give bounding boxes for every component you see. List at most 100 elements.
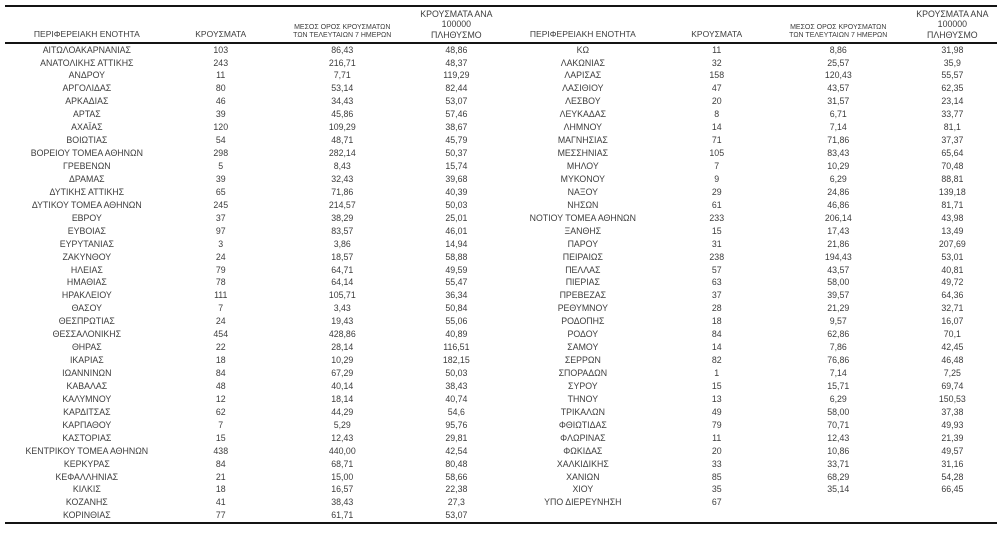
avg7-cell: 5,29 [333,419,351,430]
cases-cell: 15 [215,432,226,443]
per100k-cell: 62,35 [941,83,964,94]
table-row: ΦΩΚΙΔΑΣ 20 10,86 49,57 [501,444,997,457]
per100k-cell: 53,01 [941,251,964,262]
cases-cell: 8 [714,109,720,120]
avg7-cell: 71,86 [827,135,850,146]
avg7-cell: 15,71 [827,380,850,391]
table-row: ΙΩΑΝΝΙΝΩΝ 84 67,29 50,03 [5,367,501,380]
region-cell: ΠΕΛΛΑΣ [565,264,601,275]
avg7-cell: 64,14 [331,277,354,288]
per100k-cell: 88,81 [941,173,964,184]
per100k-cell: 16,07 [941,316,964,327]
cases-cell: 63 [711,277,722,288]
table-row: ΞΑΝΘΗΣ 15 17,43 13,49 [501,224,997,237]
cases-cell: 22 [215,342,226,353]
table-row: ΚΩ 11 8,86 31,98 [501,43,997,56]
per100k-cell: 31,16 [941,458,964,469]
avg7-cell: 19,43 [331,316,354,327]
avg7-cell: 120,43 [824,70,852,81]
column-header-per100k-line1: ΚΡΟΥΣΜΑΤΑ ΑΝΑ 100000 [916,9,989,30]
table-row: ΓΡΕΒΕΝΩΝ 5 8,43 15,74 [5,160,501,173]
region-cell: ΛΗΜΝΟΥ [563,122,602,133]
table-row: ΑΝΔΡΟΥ 11 7,71 119,29 [5,69,501,82]
table-row: ΠΡΕΒΕΖΑΣ 37 39,57 64,36 [501,289,997,302]
table-row: ΥΠΟ ΔΙΕΡΕΥΝΗΣΗ 67 [501,496,997,509]
table-row: ΦΛΩΡΙΝΑΣ 11 12,43 21,39 [501,431,997,444]
cases-cell: 103 [213,45,229,56]
region-cell: ΘΕΣΣΑΛΟΝΙΚΗΣ [52,329,122,340]
region-cell: ΤΗΝΟΥ [567,393,599,404]
avg7-cell: 9,57 [829,316,847,327]
region-cell: ΛΕΣΒΟΥ [565,96,601,107]
region-cell: ΣΕΡΡΩΝ [564,355,601,366]
table-row: ΚΟΡΙΝΘΙΑΣ 77 61,71 53,07 [5,509,501,522]
avg7-cell: 83,43 [827,148,850,159]
table-row: ΚΑΡΔΙΤΣΑΣ 62 44,29 54,6 [5,405,501,418]
table-row: ΚΕΝΤΡΙΚΟΥ ΤΟΜΕΑ ΑΘΗΝΩΝ 438 440,00 42,54 [5,444,501,457]
table-row: ΗΛΕΙΑΣ 79 64,71 49,59 [5,263,501,276]
cases-cell: 14 [711,342,722,353]
avg7-cell: 6,29 [829,393,847,404]
table-row: ΑΡΤΑΣ 39 45,86 57,46 [5,108,501,121]
region-cell: ΚΕΡΚΥΡΑΣ [63,458,110,469]
avg7-cell: 33,71 [827,458,850,469]
cases-cell: 233 [709,212,725,223]
avg7-cell: 440,00 [328,445,356,456]
per100k-cell: 25,01 [445,212,468,223]
cases-cell: 39 [215,173,226,184]
per100k-cell: 13,49 [941,225,964,236]
cases-cell: 29 [711,186,722,197]
per100k-cell: 139,18 [938,186,966,197]
region-cell: ΠΙΕΡΙΑΣ [565,277,600,288]
per100k-cell: 22,38 [445,484,468,495]
table-row: ΘΗΡΑΣ 22 28,14 116,51 [5,341,501,354]
column-header-avg7-line2: ΤΩΝ ΤΕΛΕΥΤΑΙΩΝ 7 ΗΜΕΡΩΝ [789,31,888,39]
avg7-cell: 21,29 [827,303,850,314]
table-row: ΧΑΝΙΩΝ 85 68,29 54,28 [501,470,997,483]
column-header-avg7-line1: ΜΕΣΟΣ ΟΡΟΣ ΚΡΟΥΣΜΑΤΩΝ [294,23,391,31]
region-cell: ΑΙΤΩΛΟΑΚΑΡΝΑΝΙΑΣ [42,45,131,56]
column-header-cases: ΚΡΟΥΣΜΑΤΑ [664,7,769,45]
region-cell: ΑΝΑΤΟΛΙΚΗΣ ΑΤΤΙΚΗΣ [40,57,134,68]
table-header-left: ΠΕΡΙΦΕΡΕΙΑΚΗ ΕΝΟΤΗΤΑ ΚΡΟΥΣΜΑΤΑ ΜΕΣΟΣ ΟΡΟ… [5,7,501,45]
cases-cell: 47 [711,83,722,94]
table-row: ΦΘΙΩΤΙΔΑΣ 79 70,71 49,93 [501,418,997,431]
avg7-cell: 32,43 [331,173,354,184]
avg7-cell: 15,00 [331,471,354,482]
per100k-cell: 49,57 [941,445,964,456]
region-cell: ΣΑΜΟΥ [567,342,599,353]
table-body-left: ΑΙΤΩΛΟΑΚΑΡΝΑΝΙΑΣ 103 86,43 48,86 ΑΝΑΤΟΛΙΚΗΣ … [5,43,501,522]
table-row: ΑΙΤΩΛΟΑΚΑΡΝΑΝΙΑΣ 103 86,43 48,86 [5,43,501,56]
avg7-cell: 8,86 [829,45,847,56]
region-cell: ΣΥΡΟΥ [568,380,598,391]
per100k-cell: 40,89 [445,329,468,340]
per100k-cell: 40,74 [445,393,468,404]
cases-cell: 71 [711,135,722,146]
table-row: ΡΟΔΟΠΗΣ 18 9,57 16,07 [501,315,997,328]
per100k-cell: 49,93 [941,419,964,430]
cases-cell: 49 [711,406,722,417]
per100k-cell: 27,3 [447,497,465,508]
per100k-cell: 46,01 [445,225,468,236]
cases-cell: 1 [714,368,720,379]
per100k-cell: 49,59 [445,264,468,275]
table-row: ΜΥΚΟΝΟΥ 9 6,29 88,81 [501,173,997,186]
avg7-cell: 10,86 [827,445,850,456]
cases-cell: 31 [711,238,722,249]
cases-table-right: ΠΕΡΙΦΕΡΕΙΑΚΗ ΕΝΟΤΗΤΑ ΚΡΟΥΣΜΑΤΑ ΜΕΣΟΣ ΟΡΟ… [501,7,997,509]
region-cell: ΚΑΡΔΙΤΣΑΣ [63,406,111,417]
region-cell: ΗΛΕΙΑΣ [70,264,103,275]
column-header-avg7-line1: ΜΕΣΟΣ ΟΡΟΣ ΚΡΟΥΣΜΑΤΩΝ [790,23,887,31]
region-cell: ΝΟΤΙΟΥ ΤΟΜΕΑ ΑΘΗΝΩΝ [529,212,636,223]
avg7-cell: 428,86 [328,329,356,340]
per100k-cell: 40,39 [445,186,468,197]
table-row: ΔΡΑΜΑΣ 39 32,43 39,68 [5,173,501,186]
cases-cell: 41 [215,497,226,508]
avg7-cell: 6,71 [829,109,847,120]
cases-cell: 14 [711,122,722,133]
per100k-cell: 50,84 [445,303,468,314]
table-row: ΡΕΘΥΜΝΟΥ 28 21,29 32,71 [501,302,997,315]
avg7-cell: 6,29 [829,173,847,184]
per100k-cell: 65,64 [941,148,964,159]
region-cell: ΔΥΤΙΚΟΥ ΤΟΜΕΑ ΑΘΗΝΩΝ [31,199,142,210]
